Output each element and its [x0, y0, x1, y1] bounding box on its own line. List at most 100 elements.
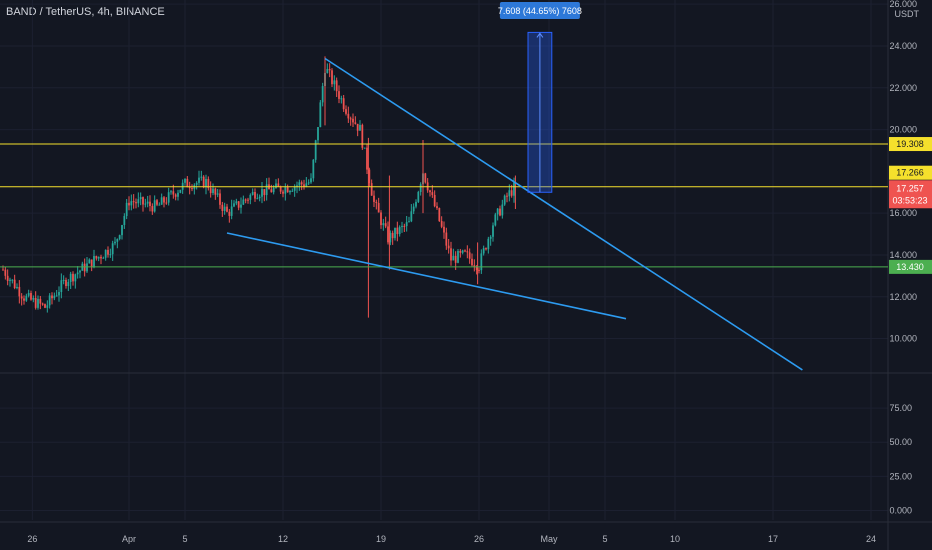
- candle-body: [107, 249, 109, 255]
- candle-body: [408, 221, 410, 223]
- trendline[interactable]: [226, 232, 627, 320]
- candle-body: [44, 304, 46, 308]
- candle-body: [76, 272, 79, 275]
- last-price-value: 17.257: [896, 183, 924, 193]
- candle-body: [111, 243, 114, 255]
- candle-body: [30, 292, 32, 300]
- candle-body: [454, 255, 457, 263]
- candle-body: [270, 189, 273, 193]
- candle-body: [223, 206, 226, 211]
- candle-body: [228, 211, 231, 216]
- candle-body: [235, 201, 238, 204]
- candle-body: [277, 183, 280, 187]
- candle-body: [380, 212, 382, 226]
- candle-body: [9, 279, 11, 281]
- candle-body: [501, 204, 504, 216]
- time-tick-label: 5: [182, 534, 187, 544]
- candle-body: [102, 257, 105, 259]
- trendline[interactable]: [324, 57, 803, 371]
- candle-body: [338, 91, 340, 99]
- candle-body: [405, 222, 408, 227]
- candle-body: [172, 191, 175, 195]
- candle-body: [233, 203, 235, 207]
- time-tick-label: Apr: [122, 534, 136, 544]
- candle-body: [293, 186, 296, 191]
- candle-body: [216, 193, 219, 195]
- level-badge-box: [889, 259, 932, 274]
- candle-body: [331, 70, 333, 85]
- candle-body: [401, 225, 403, 227]
- candle-body: [256, 198, 259, 200]
- candle-body: [207, 179, 210, 189]
- candle-body: [466, 251, 469, 253]
- candle-body: [6, 275, 9, 281]
- candle-body: [251, 191, 254, 195]
- candle-body: [508, 190, 511, 197]
- candle-body: [170, 191, 172, 193]
- candle-body: [16, 286, 18, 289]
- candle-body: [18, 286, 21, 297]
- candle-body: [368, 169, 371, 184]
- candle-body: [34, 297, 37, 308]
- candle-body: [377, 203, 380, 213]
- candle-body: [32, 297, 35, 300]
- candle-body: [513, 182, 515, 196]
- candle-body: [354, 122, 357, 124]
- candle-body: [410, 211, 413, 222]
- candle-body: [459, 250, 462, 253]
- candle-body: [356, 123, 359, 131]
- candle-body: [137, 199, 140, 204]
- candle-body: [109, 254, 112, 256]
- candle-body: [263, 189, 266, 196]
- candle-body: [188, 187, 191, 189]
- measure-arrow-head: [536, 32, 544, 38]
- time-tick-label: 26: [27, 534, 37, 544]
- candle-body: [305, 183, 308, 187]
- candle-body: [165, 202, 168, 204]
- candle-body: [11, 279, 14, 281]
- candle-body: [242, 199, 245, 205]
- candle-body: [503, 195, 506, 205]
- candle-body: [461, 250, 464, 253]
- candle-body: [468, 252, 471, 259]
- candle-body: [149, 201, 151, 207]
- candle-body: [53, 295, 56, 299]
- candle-body: [151, 206, 154, 212]
- candle-body: [41, 303, 44, 305]
- candle-body: [258, 196, 261, 199]
- candle-body: [473, 265, 476, 267]
- candle-body: [431, 192, 434, 195]
- candle-body: [494, 214, 497, 226]
- candle-body: [361, 124, 364, 148]
- candle-body: [342, 98, 345, 110]
- candle-body: [485, 248, 487, 250]
- price-tick-label: 10.000: [889, 334, 917, 344]
- candle-body: [214, 188, 217, 195]
- candle-body: [452, 255, 455, 261]
- candle-body: [375, 201, 378, 204]
- candle-body: [429, 190, 431, 193]
- price-tick-label: 24.000: [889, 41, 917, 51]
- candle-body: [177, 192, 179, 197]
- candle-body: [186, 178, 189, 188]
- candle-body: [319, 102, 322, 128]
- candle-body: [398, 226, 401, 235]
- candle-body: [121, 225, 123, 236]
- candle-body: [135, 202, 137, 204]
- candle-body: [83, 263, 86, 272]
- candle-body: [86, 263, 88, 272]
- candle-body: [20, 296, 23, 299]
- candle-body: [345, 109, 347, 114]
- candle-body: [191, 188, 193, 190]
- candle-body: [384, 223, 387, 227]
- candle-body: [303, 184, 305, 187]
- candle-body: [335, 80, 338, 92]
- candle-body: [326, 69, 329, 73]
- price-tick-label: 20.000: [889, 125, 917, 135]
- candle-body: [321, 86, 324, 103]
- candle-body: [104, 249, 107, 258]
- candle-body: [221, 204, 224, 211]
- level-badge: 17.266: [896, 168, 924, 178]
- candle-body: [51, 295, 53, 299]
